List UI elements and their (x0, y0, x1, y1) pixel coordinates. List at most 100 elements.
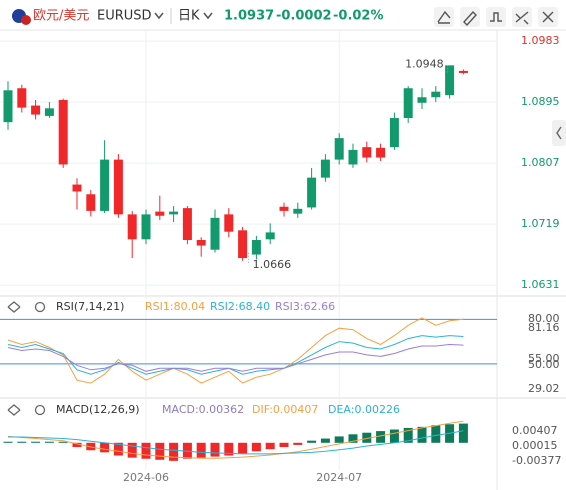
candle-body (458, 70, 468, 73)
max-label: 1.0948 (405, 57, 444, 70)
candle-body (100, 159, 110, 211)
macd-bar (58, 441, 68, 443)
dropdown-icon[interactable] (154, 12, 164, 20)
macd-bar (155, 442, 165, 460)
x-tick-label: 2024-06 (123, 471, 169, 484)
legend-label: DIF:0.00407 (252, 403, 318, 416)
y-tick-label: 1.0895 (521, 95, 560, 108)
macd-bar (403, 427, 413, 443)
y-axis-label: 50.00 (528, 358, 560, 371)
flag-icon (12, 9, 31, 25)
tool-button[interactable] (434, 7, 454, 27)
collapse-icon[interactable] (556, 126, 562, 140)
candle-body (293, 208, 303, 214)
y-tick-label: 1.0807 (521, 156, 560, 169)
rsi-line (7, 343, 464, 372)
rsi-line (7, 335, 464, 375)
macd-bar (113, 442, 123, 456)
macd-bar (293, 442, 303, 445)
candle-body (431, 91, 441, 98)
macd-bar (100, 442, 110, 453)
legend-label: DEA:0.00226 (328, 403, 400, 416)
eye-icon[interactable] (7, 404, 21, 416)
macd-bar (279, 442, 289, 448)
candle-body (182, 208, 192, 241)
macd-bar (417, 426, 427, 443)
change-pct: -0.02% (333, 9, 384, 24)
candle-body (141, 214, 151, 240)
candle-body (155, 211, 165, 216)
candle-body (127, 214, 137, 240)
candle-body (113, 159, 123, 215)
y-axis-label: 81.16 (528, 321, 560, 334)
change: -0.0002 (276, 9, 332, 24)
macd-bar (44, 441, 54, 443)
candle-body (376, 147, 386, 158)
macd-line (8, 430, 464, 455)
symbol-cn[interactable]: 欧元/美元 (33, 9, 89, 24)
side-collapse[interactable] (552, 120, 566, 146)
macd-bar (127, 442, 137, 458)
candle-body (334, 138, 344, 160)
macd-bar (31, 441, 41, 443)
y-axis-label: 29.02 (528, 382, 560, 395)
settings-icon[interactable] (34, 404, 46, 416)
macd-bar (362, 432, 372, 443)
candle-body (72, 184, 82, 192)
candle-body (265, 232, 275, 240)
macd-bar (224, 442, 234, 456)
candle-body (417, 97, 427, 103)
candle-body (362, 147, 372, 158)
min-label: 1.0666 (253, 258, 292, 271)
macd-bar (210, 442, 220, 457)
y-tick-label: 1.0719 (521, 217, 560, 230)
candle-body (210, 217, 220, 250)
macd-bar (169, 442, 179, 461)
x-tick-label: 2024-07 (316, 471, 362, 484)
panel-icons (7, 301, 46, 416)
candle-body (389, 118, 399, 148)
candle-body (251, 240, 261, 255)
symbol[interactable]: EURUSD (97, 9, 152, 24)
eye-icon[interactable] (7, 301, 21, 313)
y-axis-label: 0.00407 (512, 424, 558, 437)
macd-bar (348, 434, 358, 443)
candle-body (169, 211, 179, 215)
settings-icon[interactable] (34, 301, 46, 313)
candle-body (3, 90, 13, 123)
macd-bar (458, 423, 468, 443)
y-axis-label: -0.00377 (512, 454, 561, 467)
legend-label: RSI2:68.40 (210, 300, 270, 313)
legend-label: MACD:0.00362 (162, 403, 244, 416)
candle-body (403, 88, 413, 119)
macd-bar (3, 441, 13, 443)
y-tick-label: 1.0983 (521, 34, 560, 47)
tool-button[interactable] (460, 7, 480, 27)
candle-body (58, 100, 68, 165)
dropdown-icon[interactable] (203, 12, 213, 20)
macd-bar (431, 425, 441, 443)
candle-body (238, 230, 248, 259)
y-axis-label: 55.00 (528, 352, 560, 365)
macd-title: MACD(12,26,9) (56, 403, 140, 416)
y-tick-label: 1.0631 (521, 278, 560, 291)
y-axis-label: 80.00 (528, 312, 560, 325)
macd-bar (334, 436, 344, 443)
candle-body (307, 177, 317, 208)
macd-bar (251, 442, 261, 452)
tool-button[interactable] (486, 7, 506, 27)
macd-bar (182, 442, 192, 459)
candle-body (86, 194, 96, 211)
macd-bar (238, 442, 248, 454)
candle-body (196, 240, 206, 246)
macd-bar (265, 442, 275, 450)
macd-bar (376, 431, 386, 443)
macd-bar (196, 442, 206, 458)
macd-bar (17, 441, 27, 443)
macd-line (7, 420, 464, 459)
candle-body (44, 108, 54, 116)
period[interactable]: 日K (178, 9, 200, 24)
